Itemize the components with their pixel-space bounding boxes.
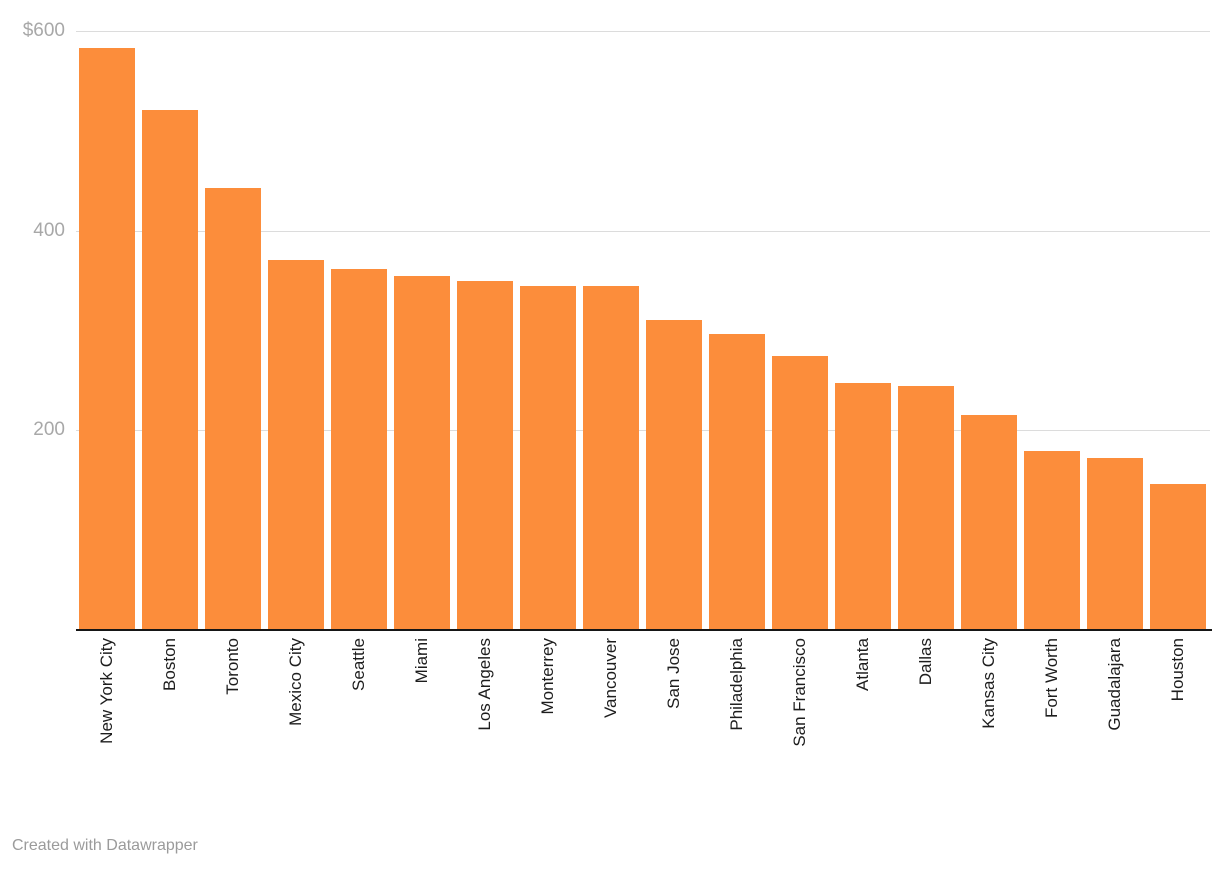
x-axis-label-text: Mexico City — [286, 638, 305, 726]
gridline — [76, 430, 1210, 431]
bar — [1150, 484, 1206, 629]
bar — [142, 110, 198, 629]
bar — [331, 269, 387, 629]
bar — [835, 383, 891, 629]
bar — [1024, 451, 1080, 629]
bar — [646, 320, 702, 629]
x-axis-label-text: San Francisco — [790, 638, 809, 747]
bar — [205, 188, 261, 629]
bar — [961, 415, 1017, 629]
x-axis-label-text: Boston — [160, 638, 179, 691]
bar — [709, 334, 765, 629]
x-axis-label-text: Guadalajara — [1105, 638, 1124, 731]
x-axis-label-text: San Jose — [664, 638, 683, 709]
bar — [583, 286, 639, 629]
x-axis-label-text: Toronto — [223, 638, 242, 695]
x-axis-label-text: Monterrey — [538, 638, 557, 715]
x-axis-label-text: Atlanta — [853, 638, 872, 691]
x-axis-line — [76, 629, 1212, 631]
bar — [1087, 458, 1143, 629]
x-axis-label-text: Miami — [412, 638, 431, 684]
x-axis-label-text: Fort Worth — [1042, 638, 1061, 718]
y-axis-tick-label: 400 — [33, 220, 65, 241]
bar — [268, 260, 324, 629]
x-axis-label-text: Kansas City — [979, 638, 998, 729]
y-axis-tick-label: $600 — [22, 20, 65, 41]
bar — [79, 48, 135, 629]
x-axis-label-text: Vancouver — [601, 638, 620, 719]
x-axis-label-text: New York City — [97, 638, 116, 744]
bar — [457, 281, 513, 629]
gridline — [76, 31, 1210, 32]
bar — [772, 356, 828, 629]
x-axis-label-text: Los Angeles — [475, 638, 494, 731]
y-axis-tick-label: 200 — [33, 419, 65, 440]
x-axis-label-text: Dallas — [916, 638, 935, 686]
bar — [394, 276, 450, 629]
bar — [898, 386, 954, 629]
datawrapper-credit-link[interactable]: Created with Datawrapper — [12, 837, 198, 854]
bar — [520, 286, 576, 629]
x-axis-label-text: Seattle — [349, 638, 368, 691]
attribution: Created with Datawrapper — [12, 836, 198, 856]
gridline — [76, 231, 1210, 232]
x-axis-label-text: Philadelphia — [727, 638, 746, 731]
x-axis-label-text: Houston — [1168, 638, 1187, 702]
